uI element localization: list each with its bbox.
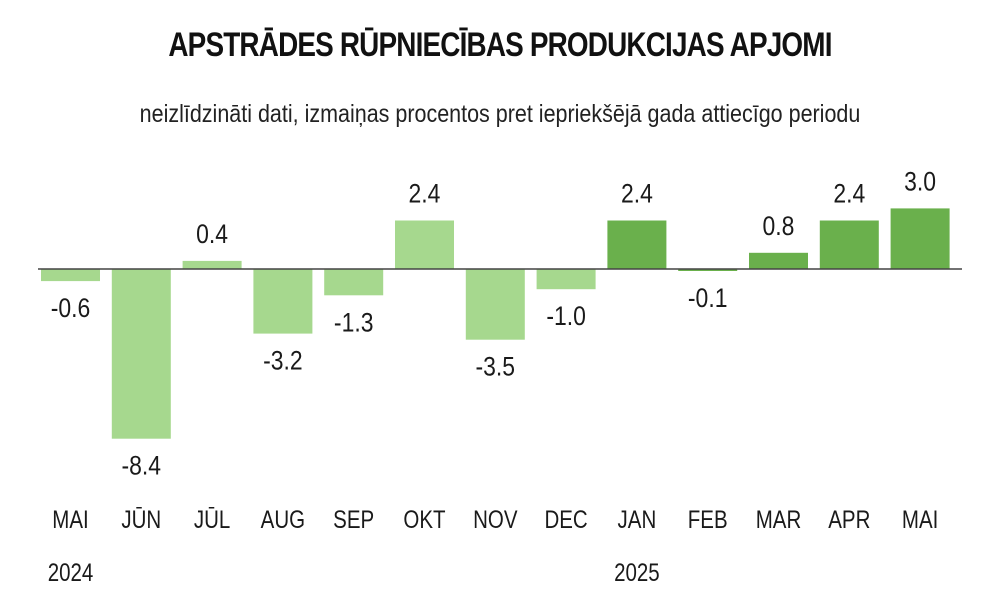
bar-0 (41, 269, 100, 282)
value-label-0: -0.6 (51, 293, 91, 323)
category-label-10: MAR (756, 505, 802, 533)
category-label-8: JAN (618, 505, 657, 533)
category-label-1: JŪN (121, 505, 161, 533)
value-label-4: -1.3 (334, 308, 374, 338)
bar-9 (678, 269, 738, 271)
category-label-12: MAI (902, 505, 938, 533)
value-label-8: 2.4 (621, 179, 653, 209)
category-label-9: FEB (688, 505, 728, 533)
value-label-3: -3.2 (263, 346, 303, 376)
year-label-0: 2024 (48, 558, 94, 586)
chart-title: APSTRĀDES RŪPNIECĪBAS PRODUKCIJAS APJOMI (168, 26, 832, 64)
category-label-2: JŪL (194, 505, 230, 533)
bar-10 (749, 252, 808, 269)
value-label-10: 0.8 (763, 211, 795, 241)
bar-1 (111, 269, 171, 439)
category-label-6: NOV (473, 505, 518, 533)
category-label-7: DEC (544, 505, 587, 533)
category-label-11: APR (828, 505, 870, 533)
bar-11 (819, 220, 879, 269)
bar-8 (607, 220, 667, 269)
bar-6 (465, 269, 525, 340)
bar-3 (253, 269, 313, 334)
bar-2 (182, 260, 242, 269)
value-label-1: -8.4 (122, 451, 162, 481)
chart-subtitle: neizlīdzināti dati, izmaiņas procentos p… (139, 100, 861, 128)
category-label-3: AUG (261, 505, 305, 533)
value-label-6: -3.5 (476, 352, 516, 382)
value-label-9: -0.1 (688, 283, 728, 313)
category-label-4: SEP (333, 505, 374, 533)
year-label-1: 2025 (614, 558, 660, 586)
category-label-0: MAI (52, 505, 88, 533)
value-label-5: 2.4 (409, 179, 441, 209)
bar-7 (536, 269, 596, 290)
value-label-2: 0.4 (196, 219, 228, 249)
bar-5 (395, 220, 454, 269)
value-label-12: 3.0 (904, 167, 936, 197)
value-label-11: 2.4 (833, 179, 865, 209)
category-label-5: OKT (403, 505, 445, 533)
value-label-7: -1.0 (546, 301, 586, 331)
bar-12 (890, 208, 950, 269)
bar-4 (324, 269, 384, 296)
